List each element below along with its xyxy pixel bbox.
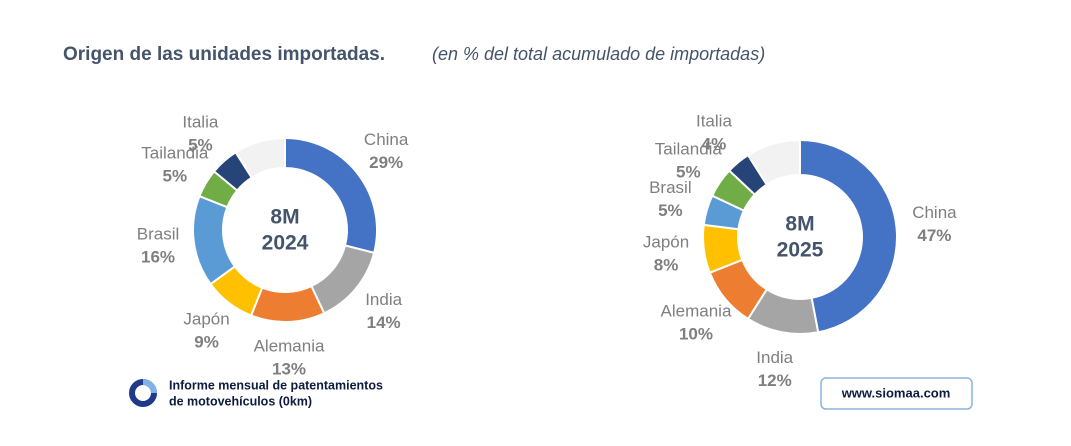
- segment-value-label: 8%: [654, 255, 679, 274]
- center-label: 2025: [777, 239, 824, 262]
- segment-label: Japón: [643, 232, 689, 251]
- report-line: Informe mensual de patentamientos: [169, 378, 383, 392]
- segment-label: Brasil: [649, 178, 692, 197]
- title: Origen de las unidades importadas.: [63, 44, 385, 65]
- segment-label: China: [912, 203, 957, 222]
- segment-value-label: 47%: [917, 226, 951, 245]
- report-logo: [129, 379, 157, 407]
- center-label: 2024: [262, 232, 309, 255]
- segment-label: India: [365, 290, 402, 309]
- segment-value-label: 13%: [272, 359, 306, 378]
- segment-label: Italia: [182, 112, 218, 131]
- segment-label: India: [756, 348, 793, 367]
- donut-segment: [192, 194, 237, 286]
- segment-value-label: 29%: [369, 153, 403, 172]
- segment-value-label: 16%: [141, 248, 175, 267]
- center-label: 8M: [270, 206, 299, 229]
- segment-value-label: 4%: [702, 134, 727, 153]
- segment-value-label: 10%: [679, 325, 713, 344]
- segment-value-label: 9%: [194, 333, 219, 352]
- website-box: [820, 377, 973, 410]
- segment-value-label: 5%: [163, 166, 188, 185]
- segment-label: Tailandia: [141, 143, 209, 162]
- segment-label: Japón: [183, 310, 229, 329]
- segment-value-label: 5%: [676, 163, 701, 182]
- segment-value-label: 14%: [367, 313, 401, 332]
- donut-segment: [249, 284, 326, 323]
- segment-label: China: [364, 130, 409, 149]
- segment-value-label: 12%: [758, 371, 792, 390]
- segment-label: Tailandia: [655, 140, 723, 159]
- segment-value-label: 5%: [188, 135, 213, 154]
- donut-segment: [746, 138, 801, 187]
- segment-label: Alemania: [661, 302, 732, 321]
- donut-segment: [799, 138, 898, 334]
- segment-label: Brasil: [137, 225, 180, 244]
- subtitle: (en % del total acumulado de importadas): [432, 44, 765, 64]
- report-line: de motovehículos (0km): [169, 394, 312, 408]
- segment-value-label: 5%: [658, 201, 683, 220]
- center-label: 8M: [785, 213, 814, 236]
- donut-segment: [234, 136, 286, 180]
- website: www.siomaa.com: [841, 385, 951, 400]
- segment-label: Italia: [696, 111, 732, 130]
- segment-label: Alemania: [254, 336, 325, 355]
